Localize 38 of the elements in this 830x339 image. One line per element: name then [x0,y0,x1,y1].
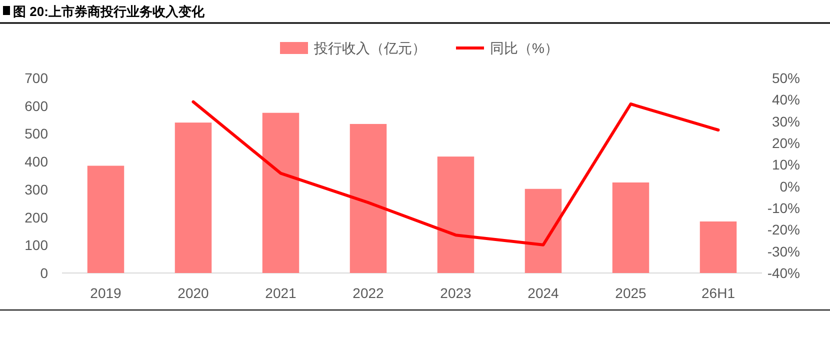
y-tick-label: 400 [24,154,48,170]
y-tick-label: 300 [24,181,48,198]
bar [700,221,737,273]
bar [174,122,212,273]
bar [87,166,124,273]
chart-title: 图 20:上市券商投行业务收入变化 [13,4,206,19]
y-tick-label: 0 [40,265,48,281]
y2-tick-label: -20% [767,222,800,238]
y2-tick-label: -10% [767,200,800,216]
x-tick-label: 2021 [265,285,297,301]
bar [524,188,562,273]
x-tick-label: 2024 [528,285,560,301]
legend-label: 投行收入（亿元） [313,40,426,56]
y2-tick-label: 50% [772,70,800,86]
bar [612,182,650,273]
y2-tick-label: 0% [780,178,800,194]
x-tick-label: 2020 [178,285,210,301]
x-tick-label: 2022 [352,285,384,301]
y-tick-label: 200 [24,209,48,226]
line-series [192,100,720,246]
bar [262,112,300,273]
y2-tick-label: -30% [767,243,800,260]
y2-tick-label: 10% [772,156,800,173]
bar [437,156,474,273]
bar [350,124,387,273]
legend-label: 同比（%） [490,40,558,56]
y2-tick-label: 30% [772,113,800,130]
y-tick-label: 700 [24,70,48,86]
y-tick-label: 500 [24,126,48,142]
y2-tick-label: -40% [767,265,800,281]
x-tick-label: 2019 [90,285,122,301]
y-tick-label: 600 [24,98,48,114]
y2-tick-label: 40% [772,92,800,108]
x-tick-label: 2023 [440,285,472,301]
y-tick-label: 100 [24,237,48,254]
y2-tick-label: 20% [772,135,800,151]
x-tick-label: 2025 [615,285,647,301]
x-tick-label: 26H1 [702,285,736,301]
